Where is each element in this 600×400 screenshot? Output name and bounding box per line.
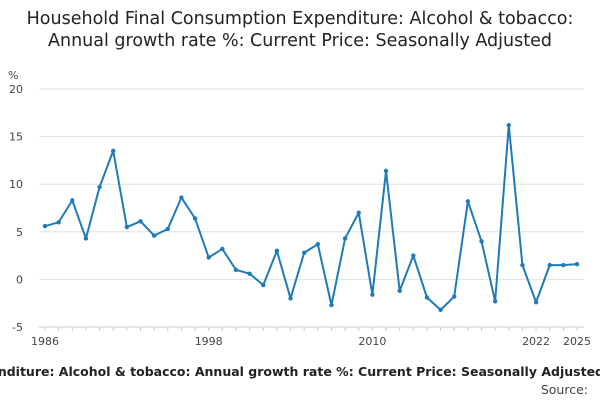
data-point [574, 261, 580, 267]
data-point [192, 216, 198, 221]
y-tick-label: -5 [12, 321, 23, 334]
x-tick-labels: 1986 1998 2010 2022 2025 [31, 335, 591, 348]
data-point [383, 168, 389, 174]
footer-series-label: Household Final Consumption Expenditure:… [0, 364, 600, 379]
data-point [42, 223, 48, 229]
data-point [220, 246, 225, 252]
x-tick-label: 2022 [522, 335, 550, 348]
data-point [315, 241, 321, 247]
data-point [179, 195, 184, 200]
grid-lines [39, 88, 584, 331]
y-axis-label: % [8, 69, 18, 82]
data-point [329, 302, 334, 308]
data-point [397, 288, 402, 294]
data-point [124, 224, 130, 230]
data-point [206, 255, 211, 260]
data-point [520, 262, 525, 268]
data-point [274, 248, 280, 254]
y-tick-labels: -5 0 5 10 15 20 [9, 83, 23, 334]
data-point [301, 250, 307, 255]
x-tick-label: 2025 [563, 335, 591, 348]
chart-footer: Household Final Consumption Expenditure:… [0, 364, 600, 384]
data-point [424, 295, 430, 300]
chart-title: Household Final Consumption Expenditure:… [26, 9, 574, 51]
data-point [70, 198, 75, 203]
y-tick-label: 10 [9, 178, 23, 191]
data-point [452, 294, 457, 299]
data-point [438, 307, 443, 313]
data-point [479, 239, 484, 244]
y-tick-label: 15 [9, 131, 23, 144]
data-point [356, 210, 361, 215]
data-point [83, 236, 89, 241]
data-point [138, 219, 143, 224]
y-tick-label: 5 [16, 226, 23, 239]
data-point [247, 271, 252, 276]
y-tick-label: 0 [16, 273, 23, 286]
data-point [151, 233, 157, 238]
x-tick-label: 1986 [31, 335, 59, 348]
data-point [97, 184, 102, 190]
data-point [533, 300, 539, 305]
y-tick-label: 20 [9, 83, 23, 96]
data-point [547, 262, 552, 268]
source-label: Source: [540, 382, 588, 397]
data-point [506, 122, 511, 128]
series-line-group [42, 122, 580, 313]
data-point [56, 220, 61, 225]
series-line [44, 124, 578, 311]
data-point [342, 236, 348, 241]
data-point [492, 299, 498, 304]
data-point [411, 253, 416, 258]
data-point [261, 282, 266, 288]
data-point [111, 148, 116, 154]
data-point [465, 199, 471, 204]
data-point [370, 292, 375, 297]
data-point [288, 296, 293, 301]
x-tick-label: 2010 [358, 335, 386, 348]
data-point [233, 267, 239, 273]
data-point [165, 226, 170, 232]
data-point [561, 262, 566, 268]
x-tick-label: 1998 [195, 335, 223, 348]
